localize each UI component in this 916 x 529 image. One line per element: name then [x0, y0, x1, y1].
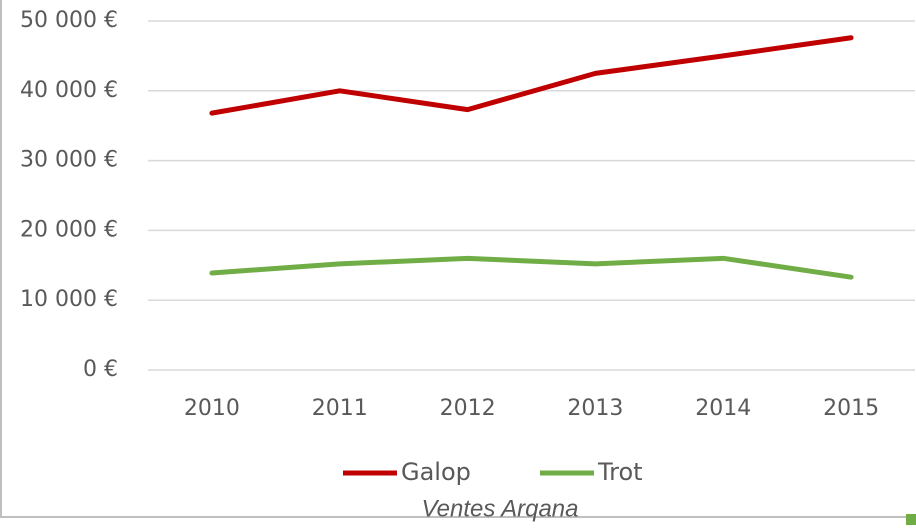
y-tick-label: 30 000 € [20, 148, 118, 173]
y-tick-label: 0 € [83, 357, 118, 382]
x-tick-label: 2014 [695, 396, 751, 421]
data-line [209, 35, 854, 116]
x-tick-label: 2013 [567, 396, 623, 421]
y-tick-label: 50 000 € [20, 8, 118, 33]
legend-label: Galop [401, 458, 471, 486]
legend-label: Trot [597, 458, 643, 486]
x-tick-label: 2011 [312, 396, 368, 421]
y-tick-label: 40 000 € [20, 78, 118, 103]
y-tick-label: 10 000 € [20, 287, 118, 312]
x-tick-label: 2012 [440, 396, 496, 421]
x-tick-label: 2015 [823, 396, 879, 421]
caption: Ventes Arqana [422, 495, 579, 522]
x-tick-label: 2010 [184, 396, 240, 421]
corner-marker [906, 514, 916, 525]
data-line [209, 255, 854, 280]
y-tick-label: 20 000 € [20, 217, 118, 242]
